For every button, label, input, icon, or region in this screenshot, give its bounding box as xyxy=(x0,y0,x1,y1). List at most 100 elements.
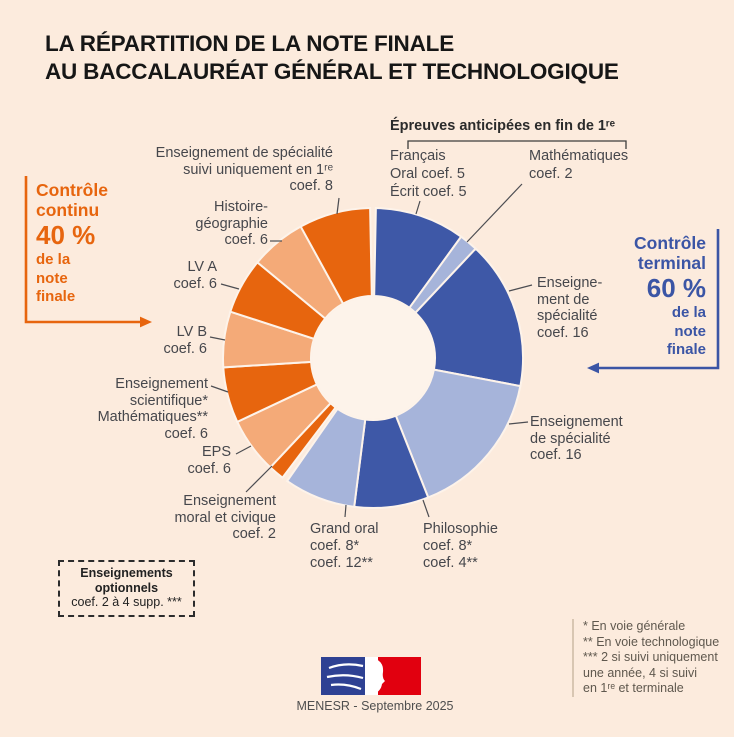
donut-chart xyxy=(222,207,524,510)
label-line: coef. 6 xyxy=(187,460,231,477)
label-line: Philosophie xyxy=(423,521,498,537)
french-flag-marianne-logo xyxy=(321,657,421,695)
label-philosophie: Philosophie coef. 8* coef. 4** xyxy=(423,521,498,572)
label-spe-terminal-bas: Enseignement de spécialité coef. 16 xyxy=(530,414,623,464)
continuous-sub-1: de la xyxy=(36,251,71,268)
label-histoire-geographie: Histoire-géographie coef. 6 xyxy=(195,199,268,249)
continuous-percent: 40 % xyxy=(36,220,96,250)
label-line: une année, 4 si suivi xyxy=(583,665,697,680)
donut-segment-9 xyxy=(222,360,319,424)
donut-segment-10 xyxy=(222,310,316,369)
label-eps: EPS coef. 6 xyxy=(187,444,231,477)
label-line: coef. 8 xyxy=(289,178,333,194)
label-line: spécialité xyxy=(537,308,598,324)
optional-box-line-1: Enseignements xyxy=(80,566,173,580)
label-line: Écrit coef. 5 xyxy=(390,184,467,200)
terminal-percent: 60 % xyxy=(646,273,706,303)
label-line: coef. 2 xyxy=(529,166,573,182)
label-line: coef. 6 xyxy=(164,425,208,442)
label-line: Enseignement xyxy=(115,376,208,392)
wind-line-icon xyxy=(328,663,364,670)
donut-segment-7 xyxy=(268,401,338,480)
label-line: coef. 8* xyxy=(310,538,360,554)
optional-box-line-3: coef. 2 à 4 supp. *** xyxy=(71,595,182,609)
terminal-word-1: Contrôle xyxy=(634,233,706,253)
label-line: EPS xyxy=(201,444,231,460)
donut-segment-6 xyxy=(285,407,367,508)
title-line-2: AU BACCALAURÉAT GÉNÉRAL ET TECHNOLOGIQUE xyxy=(45,59,619,84)
label-line: Grand oral xyxy=(310,521,379,537)
title-line-1: LA RÉPARTITION DE LA NOTE FINALE xyxy=(45,31,455,56)
label-francais: Français Oral coef. 5 Écrit coef. 5 xyxy=(390,147,467,201)
arrowhead-right-icon xyxy=(140,316,152,328)
label-line: * En voie générale xyxy=(583,619,686,633)
donut-segment-4 xyxy=(394,368,522,499)
continuous-word-1: Contrôle xyxy=(36,180,108,200)
continuous-callout: Contrôle continu 40 % de la note finale xyxy=(36,180,108,307)
label-line: ** En voie technologique xyxy=(583,634,720,649)
marianne-profile-icon xyxy=(368,658,385,695)
label-line: géographie xyxy=(195,215,268,232)
connector-grand-oral xyxy=(344,504,347,518)
continuous-sub-3: finale xyxy=(36,288,76,305)
label-line: Mathématiques xyxy=(529,148,629,164)
label-spe-terminal-haut: Enseigne-ment de spécialité coef. 16 xyxy=(537,275,602,341)
label-line: moral et civique xyxy=(174,509,276,526)
wind-line-icon xyxy=(330,683,362,691)
terminal-sub-2: note xyxy=(674,322,706,340)
optional-box-line-2: optionnels xyxy=(94,580,159,595)
label-grand-oral: Grand oral coef. 8* coef. 12** xyxy=(310,521,379,572)
connector-lva xyxy=(220,283,240,290)
footnotes: * En voie générale ** En voie technologiq… xyxy=(572,619,719,697)
connector-spe-haut xyxy=(508,284,533,292)
label-line: coef. 6 xyxy=(224,232,268,248)
label-line: scientifique* xyxy=(129,392,208,409)
label-sciences: Enseignement scientifique* Mathématiques**… xyxy=(98,376,208,442)
label-line: de spécialité xyxy=(530,430,611,447)
terminal-word-2: terminal xyxy=(637,253,706,273)
footer-caption: MENESR - Septembre 2025 xyxy=(296,699,454,713)
donut-hole xyxy=(312,297,434,419)
label-line: *** 2 si suivi uniquement xyxy=(583,650,718,664)
label-line: LV B xyxy=(176,324,207,340)
label-line: LV A xyxy=(187,259,217,275)
connector-sciences xyxy=(210,385,229,393)
continuous-sub-2: note xyxy=(36,269,68,287)
label-emc: Enseignement moral et civique coef. 2 xyxy=(174,493,276,543)
connector-spe-premiere xyxy=(336,197,340,215)
label-line: Enseigne- xyxy=(537,275,603,291)
wind-line-icon xyxy=(326,674,364,680)
label-line: en 1ʳᵉ et terminale xyxy=(583,681,684,695)
donut-segment-11 xyxy=(229,260,327,341)
label-spe-premiere: Enseignement de spécialité suivi uniqueme… xyxy=(156,145,333,195)
optional-teachings-box: Enseignements optionnels coef. 2 à 4 sup… xyxy=(58,560,195,617)
label-line: coef. 6 xyxy=(163,340,207,357)
label-mathematiques: Mathématiques coef. 2 xyxy=(529,147,628,183)
label-line: Oral coef. 5 xyxy=(390,166,465,182)
connector-eps xyxy=(235,445,252,455)
label-line: suivi uniquement en 1ʳᵉ xyxy=(183,161,333,178)
donut-segment-12 xyxy=(256,225,345,320)
terminal-sub-1: de la xyxy=(671,304,706,321)
label-line: Enseignement xyxy=(530,414,623,430)
label-line: coef. 12** xyxy=(310,555,373,571)
donut-segment-8 xyxy=(235,383,332,469)
connector-emc xyxy=(245,465,273,493)
donut-segment-3 xyxy=(414,247,524,388)
connector-spe-bas xyxy=(508,421,529,425)
donut-segment-1 xyxy=(373,207,463,310)
label-line: Enseignement de spécialité xyxy=(155,145,333,161)
label-line: coef. 16 xyxy=(530,447,582,463)
label-line: coef. 2 xyxy=(232,526,276,542)
label-line: Enseignement xyxy=(183,493,276,509)
donut-segment-5 xyxy=(353,414,430,510)
page-title: LA RÉPARTITION DE LA NOTE FINALE AU BACC… xyxy=(45,30,619,86)
connector-philosophie xyxy=(422,499,430,518)
connector-mathematiques xyxy=(466,183,523,243)
donut-segment-13 xyxy=(299,207,373,306)
arrowhead-left-icon xyxy=(587,362,599,374)
continuous-word-2: continu xyxy=(36,200,100,220)
label-line: coef. 4** xyxy=(423,555,478,571)
